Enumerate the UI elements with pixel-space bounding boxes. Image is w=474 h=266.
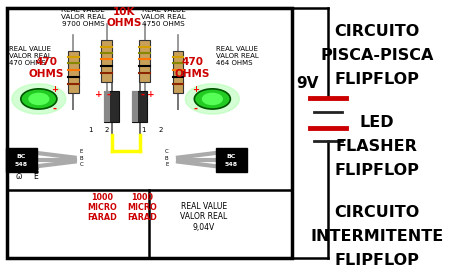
- Text: REAL VALUE
VALOR REAL
4750 OHMS: REAL VALUE VALOR REAL 4750 OHMS: [141, 7, 186, 27]
- Text: C: C: [165, 149, 169, 154]
- Text: CIRCUITO: CIRCUITO: [334, 205, 419, 220]
- Text: C: C: [79, 163, 83, 167]
- Circle shape: [194, 89, 230, 109]
- Circle shape: [29, 93, 49, 105]
- Text: B: B: [165, 156, 169, 161]
- Text: REAL VALUE
VALOR REAL
9700 OHMS: REAL VALUE VALOR REAL 9700 OHMS: [61, 7, 105, 27]
- Text: BC: BC: [227, 155, 236, 159]
- Text: REAL VALUE
VALOR REAL
470 OHMS: REAL VALUE VALOR REAL 470 OHMS: [9, 46, 52, 66]
- Text: +: +: [95, 90, 102, 99]
- Text: 2: 2: [104, 127, 109, 133]
- Text: 1: 1: [88, 127, 92, 133]
- Text: 1000
MICRO
FARAD: 1000 MICRO FARAD: [87, 193, 117, 222]
- Text: -: -: [53, 104, 56, 114]
- Text: -: -: [193, 104, 197, 114]
- Bar: [104, 91, 119, 122]
- Circle shape: [202, 93, 222, 105]
- Text: 470
OHMS: 470 OHMS: [29, 57, 64, 79]
- Circle shape: [21, 89, 57, 109]
- Bar: [68, 51, 79, 93]
- Bar: [173, 51, 183, 93]
- Text: E: E: [165, 163, 169, 167]
- Text: INTERMITENTE: INTERMITENTE: [310, 229, 444, 244]
- Text: BC: BC: [17, 155, 26, 159]
- Text: FLIPFLOP: FLIPFLOP: [334, 163, 419, 178]
- Bar: [7, 8, 292, 258]
- Text: +: +: [51, 85, 58, 94]
- Text: -: -: [140, 89, 144, 99]
- Bar: [101, 40, 112, 82]
- Text: 548: 548: [15, 163, 28, 167]
- Text: +: +: [147, 90, 155, 99]
- Text: 1000
MICRO
FARAD: 1000 MICRO FARAD: [128, 193, 157, 222]
- Text: 2: 2: [158, 127, 163, 133]
- Text: E: E: [79, 149, 83, 154]
- Bar: [216, 148, 246, 172]
- Text: E: E: [34, 172, 38, 181]
- Text: LED: LED: [359, 115, 394, 130]
- Text: 1: 1: [141, 127, 146, 133]
- Text: ε: ε: [17, 167, 21, 176]
- Text: 548: 548: [225, 163, 238, 167]
- Bar: [139, 40, 150, 82]
- Text: B: B: [34, 167, 38, 176]
- Text: PISCA-PISCA: PISCA-PISCA: [320, 48, 434, 63]
- Text: REAL VALUE
VALOR REAL
464 OHMS: REAL VALUE VALOR REAL 464 OHMS: [216, 46, 258, 66]
- Text: CIRCUITO: CIRCUITO: [334, 24, 419, 39]
- Text: +: +: [192, 85, 199, 94]
- Bar: [6, 148, 36, 172]
- Text: FLASHER: FLASHER: [336, 139, 418, 154]
- Bar: [104, 91, 110, 122]
- Text: -: -: [106, 89, 110, 99]
- Text: REAL VALUE
VALOR REAL
9,04V: REAL VALUE VALOR REAL 9,04V: [180, 202, 228, 232]
- Text: 9V: 9V: [296, 76, 319, 91]
- Circle shape: [185, 84, 239, 114]
- Bar: [132, 91, 138, 122]
- Text: FLIPFLOP: FLIPFLOP: [334, 72, 419, 87]
- Text: FLIPFLOP: FLIPFLOP: [334, 253, 419, 266]
- Text: 10K
OHMS: 10K OHMS: [107, 7, 142, 28]
- Text: B: B: [79, 156, 83, 161]
- Text: ω: ω: [16, 172, 22, 181]
- Bar: [132, 91, 147, 122]
- Text: 470
OHMS: 470 OHMS: [175, 57, 210, 79]
- Circle shape: [12, 84, 66, 114]
